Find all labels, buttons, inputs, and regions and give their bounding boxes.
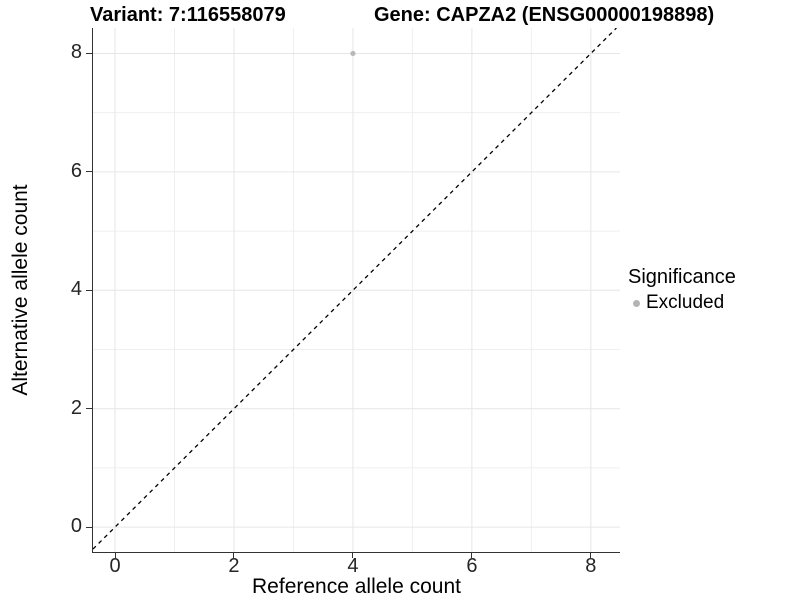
gene-title: Gene: CAPZA2 (ENSG00000198898)	[374, 4, 715, 26]
y-tick-mark	[86, 408, 92, 410]
y-tick-label: 0	[70, 515, 82, 538]
plot-area-svg	[93, 28, 620, 552]
legend-item-label: Excluded	[646, 292, 725, 313]
legend: Significance Excluded	[628, 266, 736, 314]
data-point	[350, 50, 356, 57]
x-tick-label: 8	[585, 555, 597, 577]
plot-panel	[92, 28, 620, 553]
x-tick-mark	[114, 552, 116, 558]
y-tick-label: 4	[70, 278, 82, 301]
x-tick-label: 0	[109, 555, 121, 577]
x-tick-mark	[352, 552, 354, 558]
x-tick-label: 2	[228, 555, 240, 577]
x-tick-mark	[233, 552, 235, 558]
y-tick-label: 8	[70, 41, 82, 64]
legend-key-dot-icon	[633, 299, 640, 307]
x-tick-label: 4	[347, 555, 359, 577]
y-tick-mark	[86, 526, 92, 528]
legend-item: Excluded	[633, 292, 736, 314]
x-tick-mark	[590, 552, 592, 558]
legend-items: Excluded	[628, 292, 736, 314]
identity-reference-line	[93, 28, 617, 550]
x-tick-mark	[471, 552, 473, 558]
y-tick-mark	[86, 289, 92, 291]
y-tick-label: 6	[70, 159, 82, 182]
x-tick-label: 6	[466, 555, 478, 577]
y-tick-mark	[86, 171, 92, 173]
variant-title: Variant: 7:116558079	[90, 4, 286, 26]
x-axis-title: Reference allele count	[252, 575, 461, 598]
y-axis-title: Alternative allele count	[9, 184, 32, 396]
y-tick-label: 2	[70, 396, 82, 419]
legend-title: Significance	[628, 266, 736, 288]
y-tick-mark	[86, 52, 92, 54]
